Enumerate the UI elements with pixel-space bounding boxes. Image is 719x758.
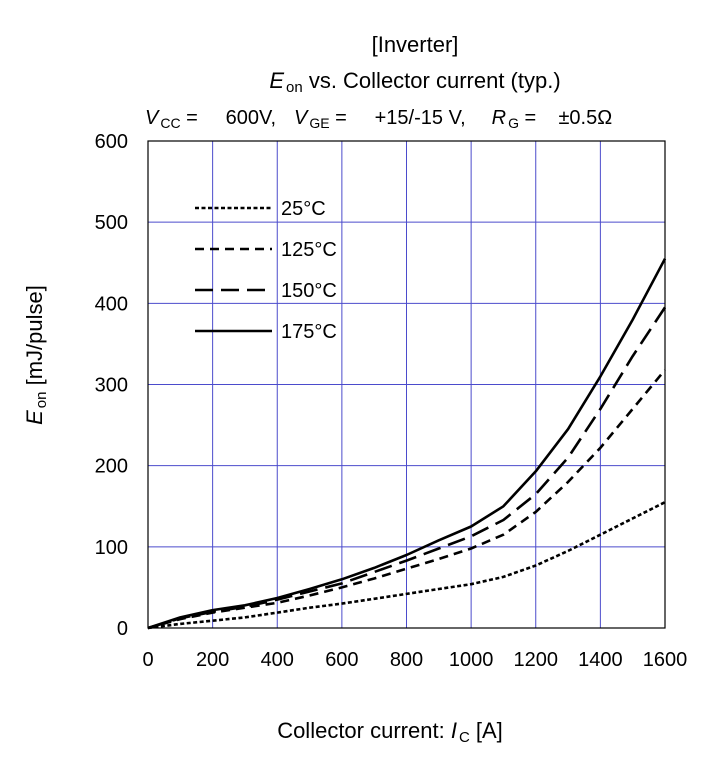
rg-subscript: G bbox=[508, 115, 519, 131]
vcc-subscript: CC bbox=[160, 115, 180, 131]
vcc-symbol: V bbox=[145, 107, 160, 129]
series-line-1 bbox=[147, 501, 666, 630]
x-tick-label-800: 800 bbox=[390, 649, 423, 671]
series-line-4 bbox=[147, 258, 667, 630]
x-tick-label-1000: 1000 bbox=[449, 649, 494, 671]
x-tick-label-600: 600 bbox=[325, 649, 358, 671]
y-tick-label-100: 100 bbox=[95, 537, 128, 559]
y-axis-label-subscript: on bbox=[33, 392, 50, 409]
x-axis-label-unit: [A] bbox=[470, 718, 503, 743]
series-lines bbox=[147, 258, 667, 630]
x-tick-label-1200: 1200 bbox=[514, 649, 559, 671]
x-axis-label-symbol: I bbox=[451, 718, 457, 743]
x-tick-label-1400: 1400 bbox=[578, 649, 623, 671]
x-tick-label-1600: 1600 bbox=[643, 649, 688, 671]
plot-area: 0 200 400 600 800 1000 1200 1400 1600 0 100 200 300… bbox=[95, 131, 688, 671]
vge-subscript: GE bbox=[309, 115, 329, 131]
grid-lines bbox=[148, 141, 665, 628]
chart-title: [Inverter] bbox=[372, 32, 459, 57]
plot-frame bbox=[147, 140, 666, 629]
subtitle-e-subscript: on bbox=[286, 79, 303, 96]
x-tick-label-400: 400 bbox=[261, 649, 294, 671]
y-tick-label-400: 400 bbox=[95, 293, 128, 315]
y-tick-label-300: 300 bbox=[95, 375, 128, 397]
vge-value: = +15/-15 V, bbox=[330, 107, 466, 129]
x-tick-label-200: 200 bbox=[196, 649, 229, 671]
rg-value: = ±0.5Ω bbox=[519, 107, 612, 129]
vcc-value: = 600V, bbox=[181, 107, 276, 129]
y-tick-label-0: 0 bbox=[117, 618, 128, 640]
series-line-3 bbox=[147, 306, 667, 630]
x-tick-label-0: 0 bbox=[142, 649, 153, 671]
legend-label-3: 150°C bbox=[281, 280, 337, 302]
x-axis-label-text: Collector current: bbox=[277, 718, 451, 743]
y-tick-label-600: 600 bbox=[95, 131, 128, 153]
legend-label-4: 175°C bbox=[281, 321, 337, 343]
y-axis-label-symbol: E bbox=[22, 410, 47, 425]
y-axis-label-unit: [mJ/pulse] bbox=[22, 285, 47, 391]
y-axis-label: Eon [mJ/pulse] bbox=[22, 285, 50, 425]
y-tick-labels: 0 100 200 300 400 500 600 bbox=[95, 131, 128, 640]
rg-symbol: R bbox=[492, 107, 506, 129]
subtitle-rest: vs. Collector current (typ.) bbox=[303, 68, 561, 93]
legend-label-2: 125°C bbox=[281, 239, 337, 261]
vge-symbol: V bbox=[294, 107, 309, 129]
legend: 25°C 125°C 150°C 175°C bbox=[195, 198, 337, 343]
test-conditions: V CC = 600V, V GE = +15/-15 V, R G = ±0.5Ω bbox=[145, 107, 612, 131]
y-tick-label-500: 500 bbox=[95, 212, 128, 234]
y-tick-label-200: 200 bbox=[95, 456, 128, 478]
series-line-2 bbox=[147, 369, 667, 630]
subtitle-e-symbol: E bbox=[269, 68, 284, 93]
x-tick-labels: 0 200 400 600 800 1000 1200 1400 1600 bbox=[142, 649, 687, 671]
x-axis-label-subscript: C bbox=[459, 729, 470, 746]
legend-label-1: 25°C bbox=[281, 198, 326, 220]
